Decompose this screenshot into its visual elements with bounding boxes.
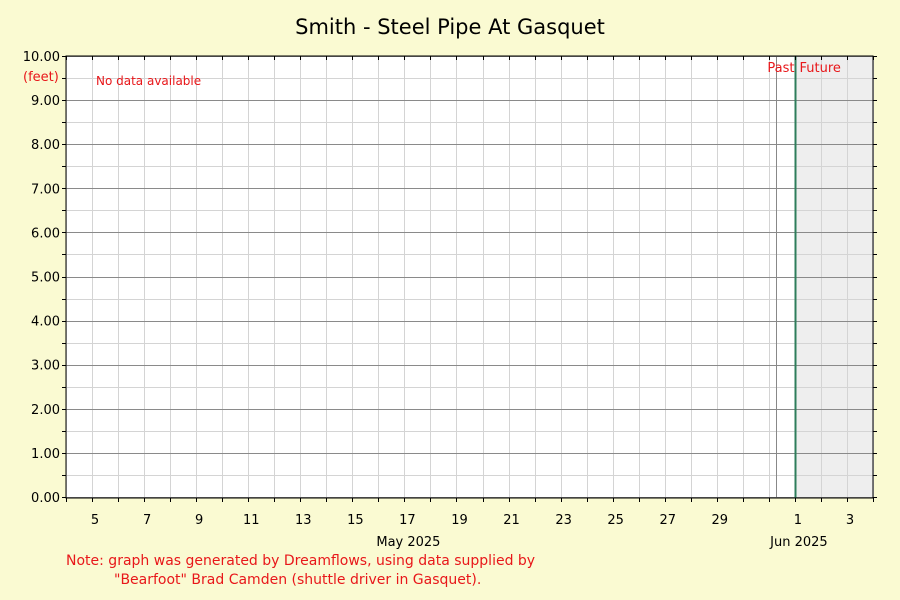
chart-title: Smith - Steel Pipe At Gasquet (295, 15, 605, 39)
future-label: Future (800, 61, 841, 76)
x-tick-label: 17 (399, 513, 416, 528)
x-axis-ticks (66, 56, 874, 502)
x-tick-label: 3 (846, 513, 854, 528)
source-note-line-2: "Bearfoot" Brad Camden (shuttle driver i… (114, 572, 482, 588)
x-tick-label: 9 (195, 513, 203, 528)
x-tick-label: 7 (143, 513, 151, 528)
x-tick-label: 27 (659, 513, 676, 528)
y-tick-label: 9.00 (31, 94, 60, 109)
y-tick-label: 2.00 (31, 403, 60, 418)
x-tick-label: 13 (295, 513, 312, 528)
x-tick-label: 11 (243, 513, 260, 528)
no-data-annotation: No data available (96, 74, 201, 88)
y-axis-unit-label: (feet) (23, 70, 59, 85)
x-tick-label: 19 (451, 513, 468, 528)
x-axis-labels: 5 7 9 11 13 15 17 19 21 23 25 27 29 1 3 (91, 513, 854, 528)
x-tick-label: 15 (347, 513, 364, 528)
x-tick-label: 21 (503, 513, 520, 528)
y-tick-label: 6.00 (31, 226, 60, 241)
x-tick-label: 1 (794, 513, 802, 528)
y-tick-label: 10.00 (23, 50, 60, 65)
y-tick-label: 3.00 (31, 359, 60, 374)
y-tick-label: 0.00 (31, 491, 60, 506)
x-tick-label: 25 (607, 513, 624, 528)
past-label: Past (767, 61, 794, 76)
x-tick-label: 29 (712, 513, 729, 528)
source-note-line-1: Note: graph was generated by Dreamflows,… (66, 553, 536, 569)
month-labels: May 2025 Jun 2025 (376, 535, 827, 550)
y-tick-label: 4.00 (31, 315, 60, 330)
y-axis-ticks: 0.00 1.00 2.00 3.00 4.00 5.00 6.00 7.00 8.00 9.00… (23, 50, 877, 506)
y-tick-label: 7.00 (31, 182, 60, 197)
month-label: May 2025 (376, 535, 440, 550)
y-tick-label: 1.00 (31, 447, 60, 462)
y-tick-label: 5.00 (31, 271, 60, 286)
y-tick-label: 8.00 (31, 138, 60, 153)
source-note: Note: graph was generated by Dreamflows,… (66, 552, 535, 590)
month-label: Jun 2025 (769, 535, 828, 550)
x-tick-label: 23 (555, 513, 572, 528)
x-tick-label: 5 (91, 513, 99, 528)
